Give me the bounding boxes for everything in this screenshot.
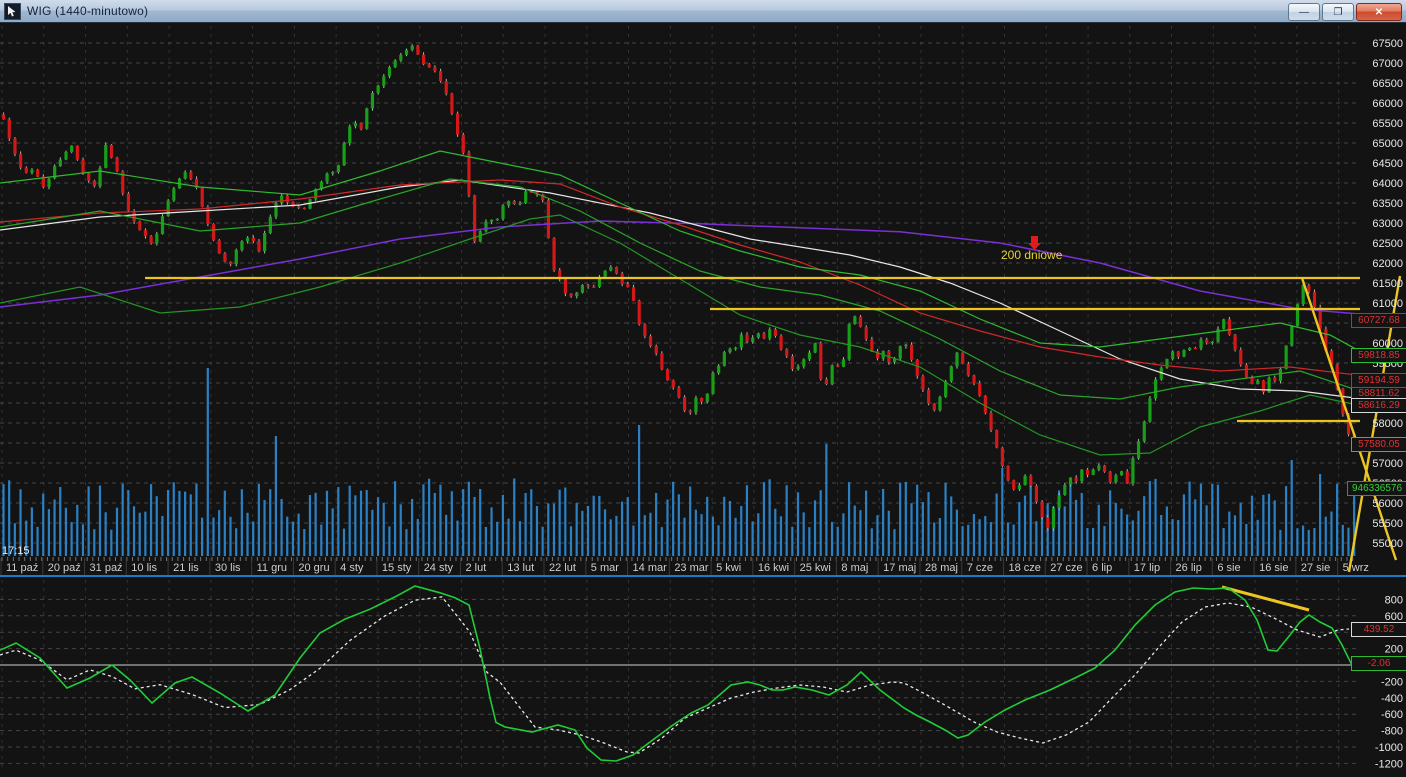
indicator-tick-label: 800	[1385, 594, 1403, 606]
price-tick-label: 60000	[1372, 338, 1403, 350]
date-tick-label: 11 paź	[6, 562, 38, 574]
price-tick-label: 64500	[1372, 158, 1403, 170]
date-tick-label: 22 lut	[549, 562, 576, 574]
close-button[interactable]: ✕	[1356, 3, 1402, 21]
date-tick-label: 24 sty	[424, 562, 454, 574]
price-tick-label: 63000	[1372, 218, 1403, 230]
date-tick-label: 6 lip	[1092, 562, 1112, 574]
date-tick-label: 20 gru	[298, 562, 329, 574]
date-tick-label: 17 maj	[883, 562, 916, 574]
date-tick-label: 10 lis	[131, 562, 157, 574]
oscillator-signal-line	[0, 596, 1350, 754]
price-tick-label: 55500	[1372, 518, 1403, 530]
volume-value-box: 946336576	[1347, 481, 1406, 496]
minimize-button[interactable]: —	[1288, 3, 1320, 21]
time-label: 17:15	[2, 545, 30, 557]
price-tick-label: 62500	[1372, 238, 1403, 250]
price-tick-label: 64000	[1372, 178, 1403, 190]
date-tick-label: 2 lut	[465, 562, 486, 574]
price-tick-label: 66500	[1372, 78, 1403, 90]
price-tick-label: 67500	[1372, 38, 1403, 50]
indicator-tick-label: -400	[1381, 693, 1403, 705]
price-tick-label: 63500	[1372, 198, 1403, 210]
date-tick-label: 30 lis	[215, 562, 241, 574]
ma-overlays	[0, 150, 1359, 456]
band-mid-green	[0, 178, 1359, 400]
indicator-axis: 800 600 200 -200 -400 -600 -800 -1000 -1200	[1375, 594, 1403, 770]
date-tick-label: 28 maj	[925, 562, 958, 574]
date-tick-label: 21 lis	[173, 562, 199, 574]
date-tick-label: 13 lut	[507, 562, 534, 574]
price-tick-label: 61000	[1372, 298, 1403, 310]
indicator-tick-label: -800	[1381, 726, 1403, 738]
indicator-tick-label: -1000	[1375, 742, 1403, 754]
annotation-label: 200 dniowe	[1001, 248, 1063, 262]
signal-value-box: 439.52	[1351, 622, 1406, 637]
annotation-200-dniowe: 200 dniowe	[1001, 236, 1063, 262]
sma-red	[0, 179, 1359, 376]
price-tick-label: 56000	[1372, 498, 1403, 510]
price-tick-label: 67000	[1372, 58, 1403, 70]
date-tick-label: 15 sty	[382, 562, 412, 574]
volume-bars	[2, 368, 1356, 556]
date-tick-label: 7 cze	[967, 562, 993, 574]
restore-button[interactable]: ❐	[1322, 3, 1354, 21]
price-tick-label: 57000	[1372, 458, 1403, 470]
ma-red-value-box: 59194.59	[1351, 373, 1406, 388]
date-tick-label: 20 paź	[48, 562, 81, 574]
indicator-tick-label: 200	[1385, 644, 1403, 656]
window-title: WIG (1440-minutowo)	[27, 4, 149, 18]
indicator-tick-label: 600	[1385, 611, 1403, 623]
date-tick-label: 18 cze	[1008, 562, 1040, 574]
date-tick-label: 5 kwi	[716, 562, 741, 574]
date-tick-label: 4 sty	[340, 562, 364, 574]
date-tick-label: 27 cze	[1050, 562, 1082, 574]
sma-200-dniowe	[0, 220, 1359, 315]
date-tick-label: 5 mar	[591, 562, 619, 574]
price-tick-label: 62000	[1372, 258, 1403, 270]
oscillator-main-line	[0, 585, 1353, 762]
date-tick-label: 23 mar	[674, 562, 709, 574]
date-tick-label: 11 gru	[257, 562, 287, 574]
date-tick-label: 26 lip	[1176, 562, 1202, 574]
ma-white-value-box: 58616.29	[1351, 398, 1406, 413]
date-tick-label: 25 kwi	[800, 562, 831, 574]
price-tick-label: 58000	[1372, 418, 1403, 430]
price-axis: 67500 67000 66500 66000 65500 65000 64500 64000…	[1372, 38, 1403, 550]
date-tick-label: 6 sie	[1217, 562, 1240, 574]
date-tick-label: 27 sie	[1301, 562, 1330, 574]
date-axis: 11 paź 20 paź 31 paź 10 lis 21 lis 30 lis 11 g…	[0, 545, 1406, 577]
date-tick-label: 16 sie	[1259, 562, 1288, 574]
price-tick-label: 61500	[1372, 278, 1403, 290]
band-upper-value-box: 59818.85	[1351, 348, 1406, 363]
ma-200-value-box: 60727.68	[1351, 313, 1406, 328]
date-tick-label: 31 paź	[90, 562, 123, 574]
panel-separator	[0, 575, 1406, 577]
window-titlebar[interactable]: WIG (1440-minutowo) — ❐ ✕	[0, 0, 1406, 23]
indicator-tick-label: -600	[1381, 709, 1403, 721]
oscillator-panel	[0, 585, 1358, 762]
app-cursor-icon	[4, 2, 21, 20]
indicator-tick-label: -1200	[1375, 758, 1403, 770]
date-tick-label: 5 wrz	[1343, 562, 1369, 574]
last-price-value-box: 57580.05	[1351, 437, 1406, 452]
price-tick-label: 66000	[1372, 98, 1403, 110]
price-tick-label: 55000	[1372, 538, 1403, 550]
sma-white	[0, 179, 1359, 399]
price-tick-label: 65000	[1372, 138, 1403, 150]
band-upper-green	[0, 150, 1359, 351]
red-down-arrow-icon	[1028, 236, 1041, 250]
price-tick-label: 65500	[1372, 118, 1403, 130]
indicator-tick-label: -200	[1381, 676, 1403, 688]
band-lower-green	[0, 214, 1359, 456]
date-tick-label: 17 lip	[1134, 562, 1160, 574]
date-tick-label: 16 kwi	[758, 562, 789, 574]
date-tick-label: 8 maj	[841, 562, 868, 574]
oscillator-value-box: -2.06	[1351, 656, 1406, 671]
chart-canvas[interactable]: 200 dniowe 67500 67000 66500 66000 65500 65000…	[0, 22, 1406, 777]
date-tick-label: 14 mar	[633, 562, 668, 574]
